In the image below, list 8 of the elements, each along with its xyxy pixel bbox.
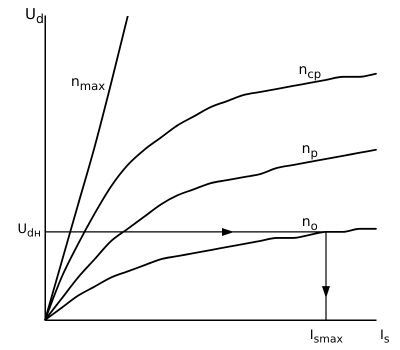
ref-line-label: U$_{dн}$ xyxy=(18,222,41,240)
series-label: n$_{o}$ xyxy=(302,214,318,233)
series-label: n$_{max}$ xyxy=(70,74,106,93)
series-label: n$_{p}$ xyxy=(302,141,318,160)
x-axis-title: I$_{s}$ xyxy=(380,328,390,346)
y-axis-title: U$_{d}$ xyxy=(25,5,44,26)
text: I$_{smax}$ xyxy=(310,328,343,346)
series-label: n$_{cp}$ xyxy=(298,62,322,81)
